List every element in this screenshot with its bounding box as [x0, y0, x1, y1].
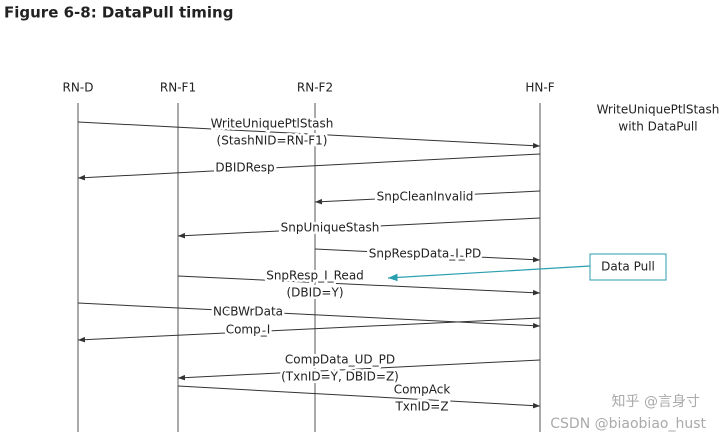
message-arrow	[314, 248, 541, 263]
callout-label: Data Pull	[601, 260, 655, 274]
message-label: SnpUniqueStash	[281, 221, 380, 235]
lifeline-label: RN-F2	[297, 81, 333, 95]
message-label: SnpRespData_I_PD	[369, 247, 482, 261]
message-arrow	[177, 359, 541, 381]
message-label: CompAck	[394, 383, 451, 397]
message-arrow	[77, 153, 541, 181]
message-label: (TxnID=Y, DBID=Z)	[281, 370, 399, 384]
callout-arrow	[387, 265, 591, 282]
message-arrow	[77, 121, 541, 149]
message-label: (DBID=Y)	[287, 286, 344, 300]
note-line: WriteUniquePtlStash	[597, 103, 720, 117]
watermark: 知乎 @言身寸	[612, 393, 700, 410]
message-label: NCBWrData	[213, 305, 283, 319]
watermark: CSDN @biaobiao_hust	[550, 416, 706, 432]
lifeline-label: RN-D	[63, 81, 94, 95]
message-label: SnpCleanInvalid	[377, 190, 474, 204]
message-label: SnpResp_I_Read	[266, 269, 364, 283]
message-label: Comp_I	[226, 323, 271, 337]
message-arrow	[177, 275, 541, 296]
message-label: TxnID=Z	[394, 400, 448, 414]
figure-title: Figure 6-8: DataPull timing	[4, 4, 233, 22]
message-arrow	[314, 190, 541, 205]
message-label: CompData_UD_PD	[285, 353, 395, 367]
message-arrow	[177, 217, 541, 239]
message-arrow	[77, 317, 541, 343]
note-line: with DataPull	[618, 120, 697, 134]
lifeline-label: HN-F	[525, 81, 554, 95]
message-label: WriteUniquePtlStash	[211, 117, 334, 131]
message-arrow	[77, 302, 541, 329]
message-label: (StashNID=RN-F1)	[217, 134, 328, 148]
message-label: DBIDResp	[215, 161, 274, 175]
lifeline-label: RN-F1	[160, 81, 196, 95]
callout-box	[589, 253, 667, 281]
message-arrow	[177, 385, 541, 409]
